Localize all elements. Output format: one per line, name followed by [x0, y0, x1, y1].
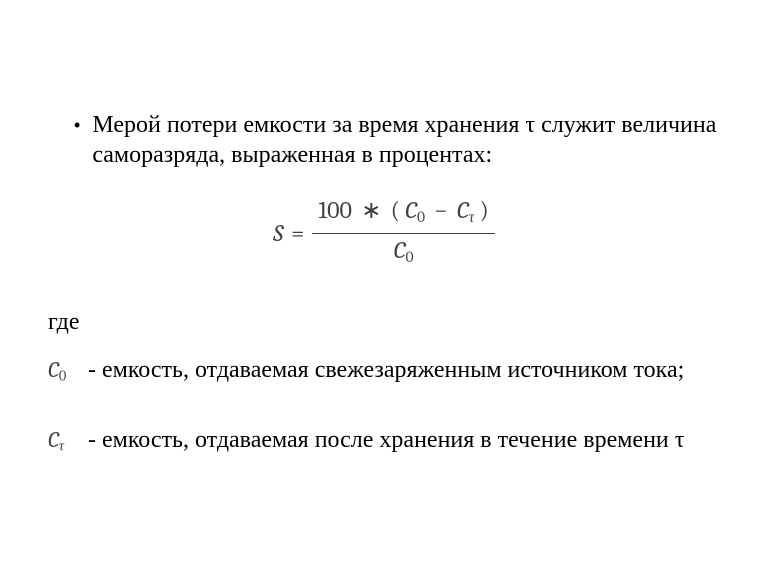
- sym-base: C: [48, 357, 59, 383]
- bullet-glyph: •: [74, 110, 80, 140]
- definition-symbol: C0: [48, 355, 82, 392]
- definition-row: Cτ - емкость, отдаваемая после хранения …: [48, 425, 720, 462]
- close-paren: ): [480, 196, 489, 224]
- definition-row: C0 - емкость, отдаваемая свежезаряженным…: [48, 355, 720, 392]
- sym-sub: τ: [59, 438, 64, 455]
- times-sign: ∗: [361, 196, 381, 224]
- den-c0-base: C: [394, 236, 406, 264]
- minus-sign: −: [434, 196, 447, 224]
- definition-text: - емкость, отдаваемая свежезаряженным ис…: [88, 355, 684, 385]
- slide: • Мерой потери емкости за время хранения…: [0, 0, 768, 576]
- open-paren: (: [391, 196, 400, 224]
- formula: S = 100 ∗ ( C0 − Cτ ) C0: [273, 196, 495, 271]
- formula-block: S = 100 ∗ ( C0 − Cτ ) C0: [48, 196, 720, 271]
- bullet-item: • Мерой потери емкости за время хранения…: [74, 110, 720, 170]
- numerator: 100 ∗ ( C0 − Cτ ): [312, 196, 494, 231]
- fraction: 100 ∗ ( C0 − Cτ ) C0: [312, 196, 494, 271]
- denominator: C0: [388, 236, 420, 271]
- num-const: 100: [318, 196, 352, 224]
- num-ct-base: C: [457, 196, 469, 224]
- num-c0-base: C: [405, 196, 417, 224]
- num-c0-sub: 0: [417, 208, 425, 226]
- num-ct-sub: τ: [469, 208, 475, 226]
- equals-sign: =: [291, 219, 304, 247]
- bullet-text: Мерой потери емкости за время хранения τ…: [92, 110, 720, 170]
- den-c0-sub: 0: [406, 248, 414, 266]
- fraction-bar: [312, 233, 494, 234]
- sym-base: C: [48, 427, 59, 453]
- definition-text: - емкость, отдаваемая после хранения в т…: [88, 425, 684, 455]
- definition-symbol: Cτ: [48, 425, 82, 462]
- sym-sub: 0: [59, 367, 66, 384]
- where-label: где: [48, 307, 720, 337]
- formula-lhs: S: [273, 219, 283, 247]
